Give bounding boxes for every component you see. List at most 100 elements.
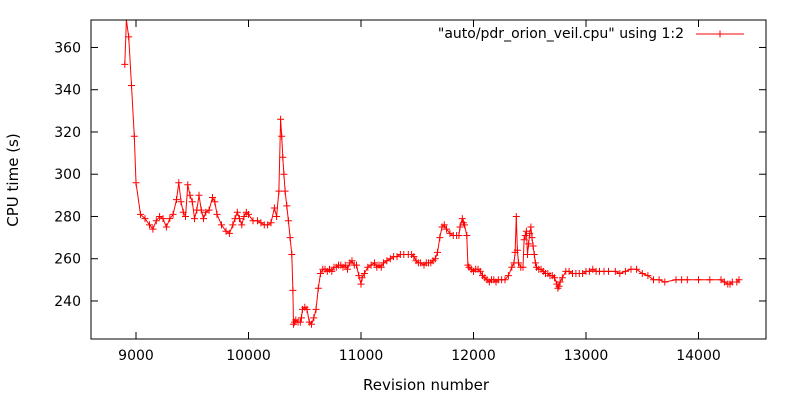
data-point [218, 221, 225, 229]
data-point [280, 170, 288, 178]
data-point [284, 217, 292, 225]
y-tick-label: 260 [54, 252, 81, 268]
legend-marker [716, 30, 724, 38]
data-point [513, 246, 521, 254]
data-point [458, 215, 466, 223]
data-point [166, 215, 174, 223]
data-point [440, 221, 448, 229]
data-point [236, 215, 243, 223]
data-point [621, 267, 629, 275]
data-point [277, 115, 285, 123]
data-point [205, 206, 213, 214]
data-point [273, 213, 281, 220]
data-point [519, 263, 527, 271]
data-point [177, 198, 185, 206]
data-point [303, 305, 311, 313]
y-tick-label: 240 [54, 294, 81, 310]
x-tick-label: 10000 [226, 348, 271, 364]
data-point [344, 265, 351, 273]
data-point [169, 210, 177, 218]
data-point [555, 282, 563, 290]
data-point [125, 33, 133, 41]
data-point [191, 215, 198, 223]
x-tick-label: 12000 [451, 348, 496, 364]
data-point [661, 278, 669, 286]
data-point [130, 132, 138, 140]
data-point [314, 284, 322, 292]
data-point [526, 229, 534, 237]
data-point [197, 206, 205, 214]
data-point [695, 276, 702, 284]
data-point [149, 225, 157, 233]
data-point [735, 276, 743, 284]
legend-marker-cross [716, 30, 724, 38]
data-point [179, 208, 187, 216]
data-point [476, 267, 484, 275]
data-point [146, 221, 153, 229]
data-point [463, 232, 471, 239]
data-point [638, 270, 646, 277]
data-point [348, 257, 356, 265]
data-point [278, 132, 286, 140]
data-point [173, 196, 180, 204]
data-point [283, 202, 291, 210]
data-point [289, 286, 297, 294]
series-group [121, 20, 743, 328]
data-point [213, 210, 221, 218]
data-point [229, 221, 237, 229]
y-tick-label: 300 [54, 167, 81, 183]
data-point [358, 274, 366, 282]
x-tick-label: 13000 [564, 348, 609, 364]
data-point [175, 179, 183, 187]
data-point [360, 270, 368, 277]
axis-ticks [91, 20, 766, 339]
data-point [431, 255, 439, 263]
data-point [504, 272, 512, 280]
y-tick-label: 340 [54, 83, 81, 99]
data-point [137, 210, 144, 218]
legend: "auto/pdr_orion_veil.cpu" using 1:2 [438, 26, 744, 42]
data-point [122, 20, 130, 24]
data-point [297, 314, 305, 322]
data-point [233, 208, 241, 216]
data-point [529, 242, 537, 250]
data-point [186, 191, 194, 199]
data-point [132, 179, 140, 187]
x-tick-label: 9000 [118, 348, 154, 364]
data-point [211, 198, 219, 206]
data-point [195, 191, 203, 199]
data-point [410, 253, 418, 261]
data-point [288, 251, 296, 258]
data-point [182, 213, 189, 220]
data-point [527, 223, 535, 231]
data-point [501, 276, 509, 284]
data-point [558, 274, 566, 282]
data-point [200, 215, 207, 223]
y-tick-label: 280 [54, 209, 81, 225]
plot-area [121, 20, 743, 328]
data-point [308, 320, 315, 328]
data-point [528, 234, 536, 242]
data-point [611, 267, 619, 275]
data-point [152, 217, 160, 225]
data-point [616, 270, 624, 277]
data-point [312, 305, 320, 313]
series-points [121, 20, 743, 328]
plot-border [90, 19, 767, 340]
y-tick-label: 360 [54, 40, 81, 56]
data-point [328, 267, 336, 275]
data-point [655, 276, 663, 284]
data-point [279, 153, 287, 161]
data-point [434, 248, 441, 256]
data-point [530, 251, 538, 258]
data-point [371, 259, 378, 267]
data-point [461, 221, 468, 229]
data-point [353, 261, 360, 269]
data-point [521, 232, 529, 239]
data-point [267, 219, 275, 227]
data-point [455, 232, 463, 239]
data-point [275, 187, 283, 195]
data-point [644, 272, 652, 280]
data-point [443, 225, 450, 233]
